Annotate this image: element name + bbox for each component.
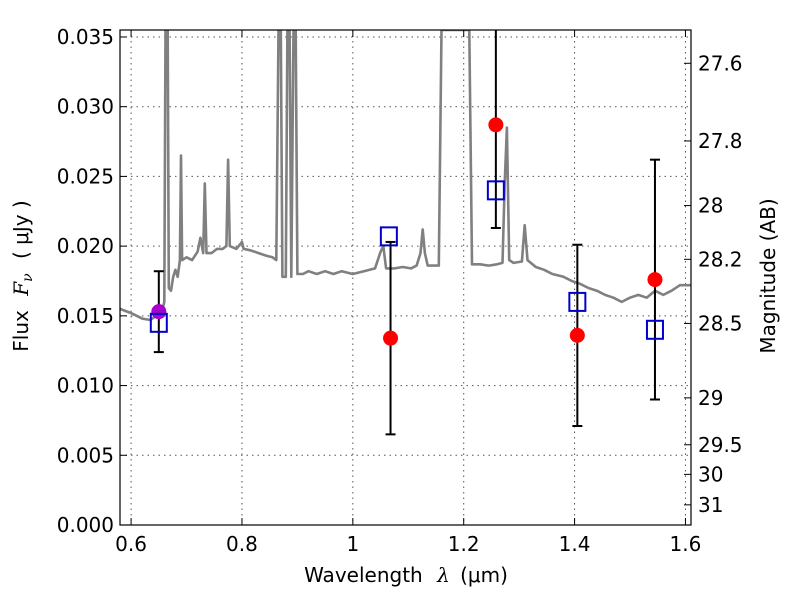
x-axis-label: Wavelength λ (μm) xyxy=(304,563,508,587)
y2-tick-label: 30 xyxy=(698,462,723,486)
y-axis-label-text: Flux xyxy=(9,310,33,352)
marker-layer xyxy=(149,117,664,346)
x-tick-label: 1.6 xyxy=(670,532,702,556)
y2-axis-label: Magnitude (AB) xyxy=(756,198,780,353)
y-tick-label: 0.020 xyxy=(57,234,114,258)
model-photometry-square xyxy=(486,180,505,201)
plot-frame xyxy=(119,29,692,526)
observed-photometry-point xyxy=(488,117,504,133)
reference-point-point xyxy=(151,304,167,320)
y2-tick-label: 29.5 xyxy=(698,433,743,457)
y-axis-label: Flux Fν ( μJy ) xyxy=(9,200,37,351)
observed-photometry-point xyxy=(647,272,663,288)
y2-tick-label: 28.2 xyxy=(698,247,743,271)
y-tick-label: 0.005 xyxy=(57,443,114,467)
model-photometry-square xyxy=(379,226,398,247)
y-axis-label-unit: ( μJy ) xyxy=(9,200,33,259)
y2-ticks: 27.6 27.8 28 28.2 28.5 29 29.5 30 31 xyxy=(684,51,743,517)
y-tick-label: 0.035 xyxy=(57,25,114,49)
y-tick-label: 0.010 xyxy=(57,374,114,398)
x-axis-label-text: Wavelength xyxy=(304,563,423,587)
x-tick-label: 0.8 xyxy=(226,532,258,556)
x-axis-label-unit: (μm) xyxy=(460,563,508,587)
model-photometry-square xyxy=(568,291,587,312)
y2-tick-label: 27.8 xyxy=(698,129,743,153)
x-tick-label: 1.4 xyxy=(559,532,591,556)
y2-tick-label: 28.5 xyxy=(698,311,743,335)
y-tick-label: 0.025 xyxy=(57,164,114,188)
y2-tick-label: 28 xyxy=(698,194,723,218)
observed-photometry-point xyxy=(569,327,585,343)
x-tick-label: 1.2 xyxy=(448,532,480,556)
spectrum-layer xyxy=(120,30,691,322)
x-axis-label-symbol: λ xyxy=(436,563,450,587)
grid-lines xyxy=(120,30,691,525)
observed-photometry-point xyxy=(383,330,399,346)
model-photometry-square xyxy=(645,319,664,340)
y-axis-label-sub: ν xyxy=(20,273,36,282)
x-tick-label: 1 xyxy=(346,532,359,556)
y-ticks: 0.000 0.005 0.010 0.015 0.020 0.025 0.030 0.035 xyxy=(57,25,127,537)
y-tick-label: 0.000 xyxy=(57,513,114,537)
y-tick-label: 0.030 xyxy=(57,95,114,119)
y-axis-label-symbol: F xyxy=(9,281,33,297)
y2-tick-label: 29 xyxy=(698,386,723,410)
spectrum-line xyxy=(120,30,691,322)
y2-tick-label: 31 xyxy=(698,493,723,517)
y-tick-label: 0.015 xyxy=(57,304,114,328)
x-tick-label: 0.6 xyxy=(115,532,147,556)
model-photometry-square xyxy=(149,312,168,333)
y2-tick-label: 27.6 xyxy=(698,51,743,75)
x-ticks: 0.6 0.8 1 1.2 1.4 1.6 xyxy=(115,30,701,556)
